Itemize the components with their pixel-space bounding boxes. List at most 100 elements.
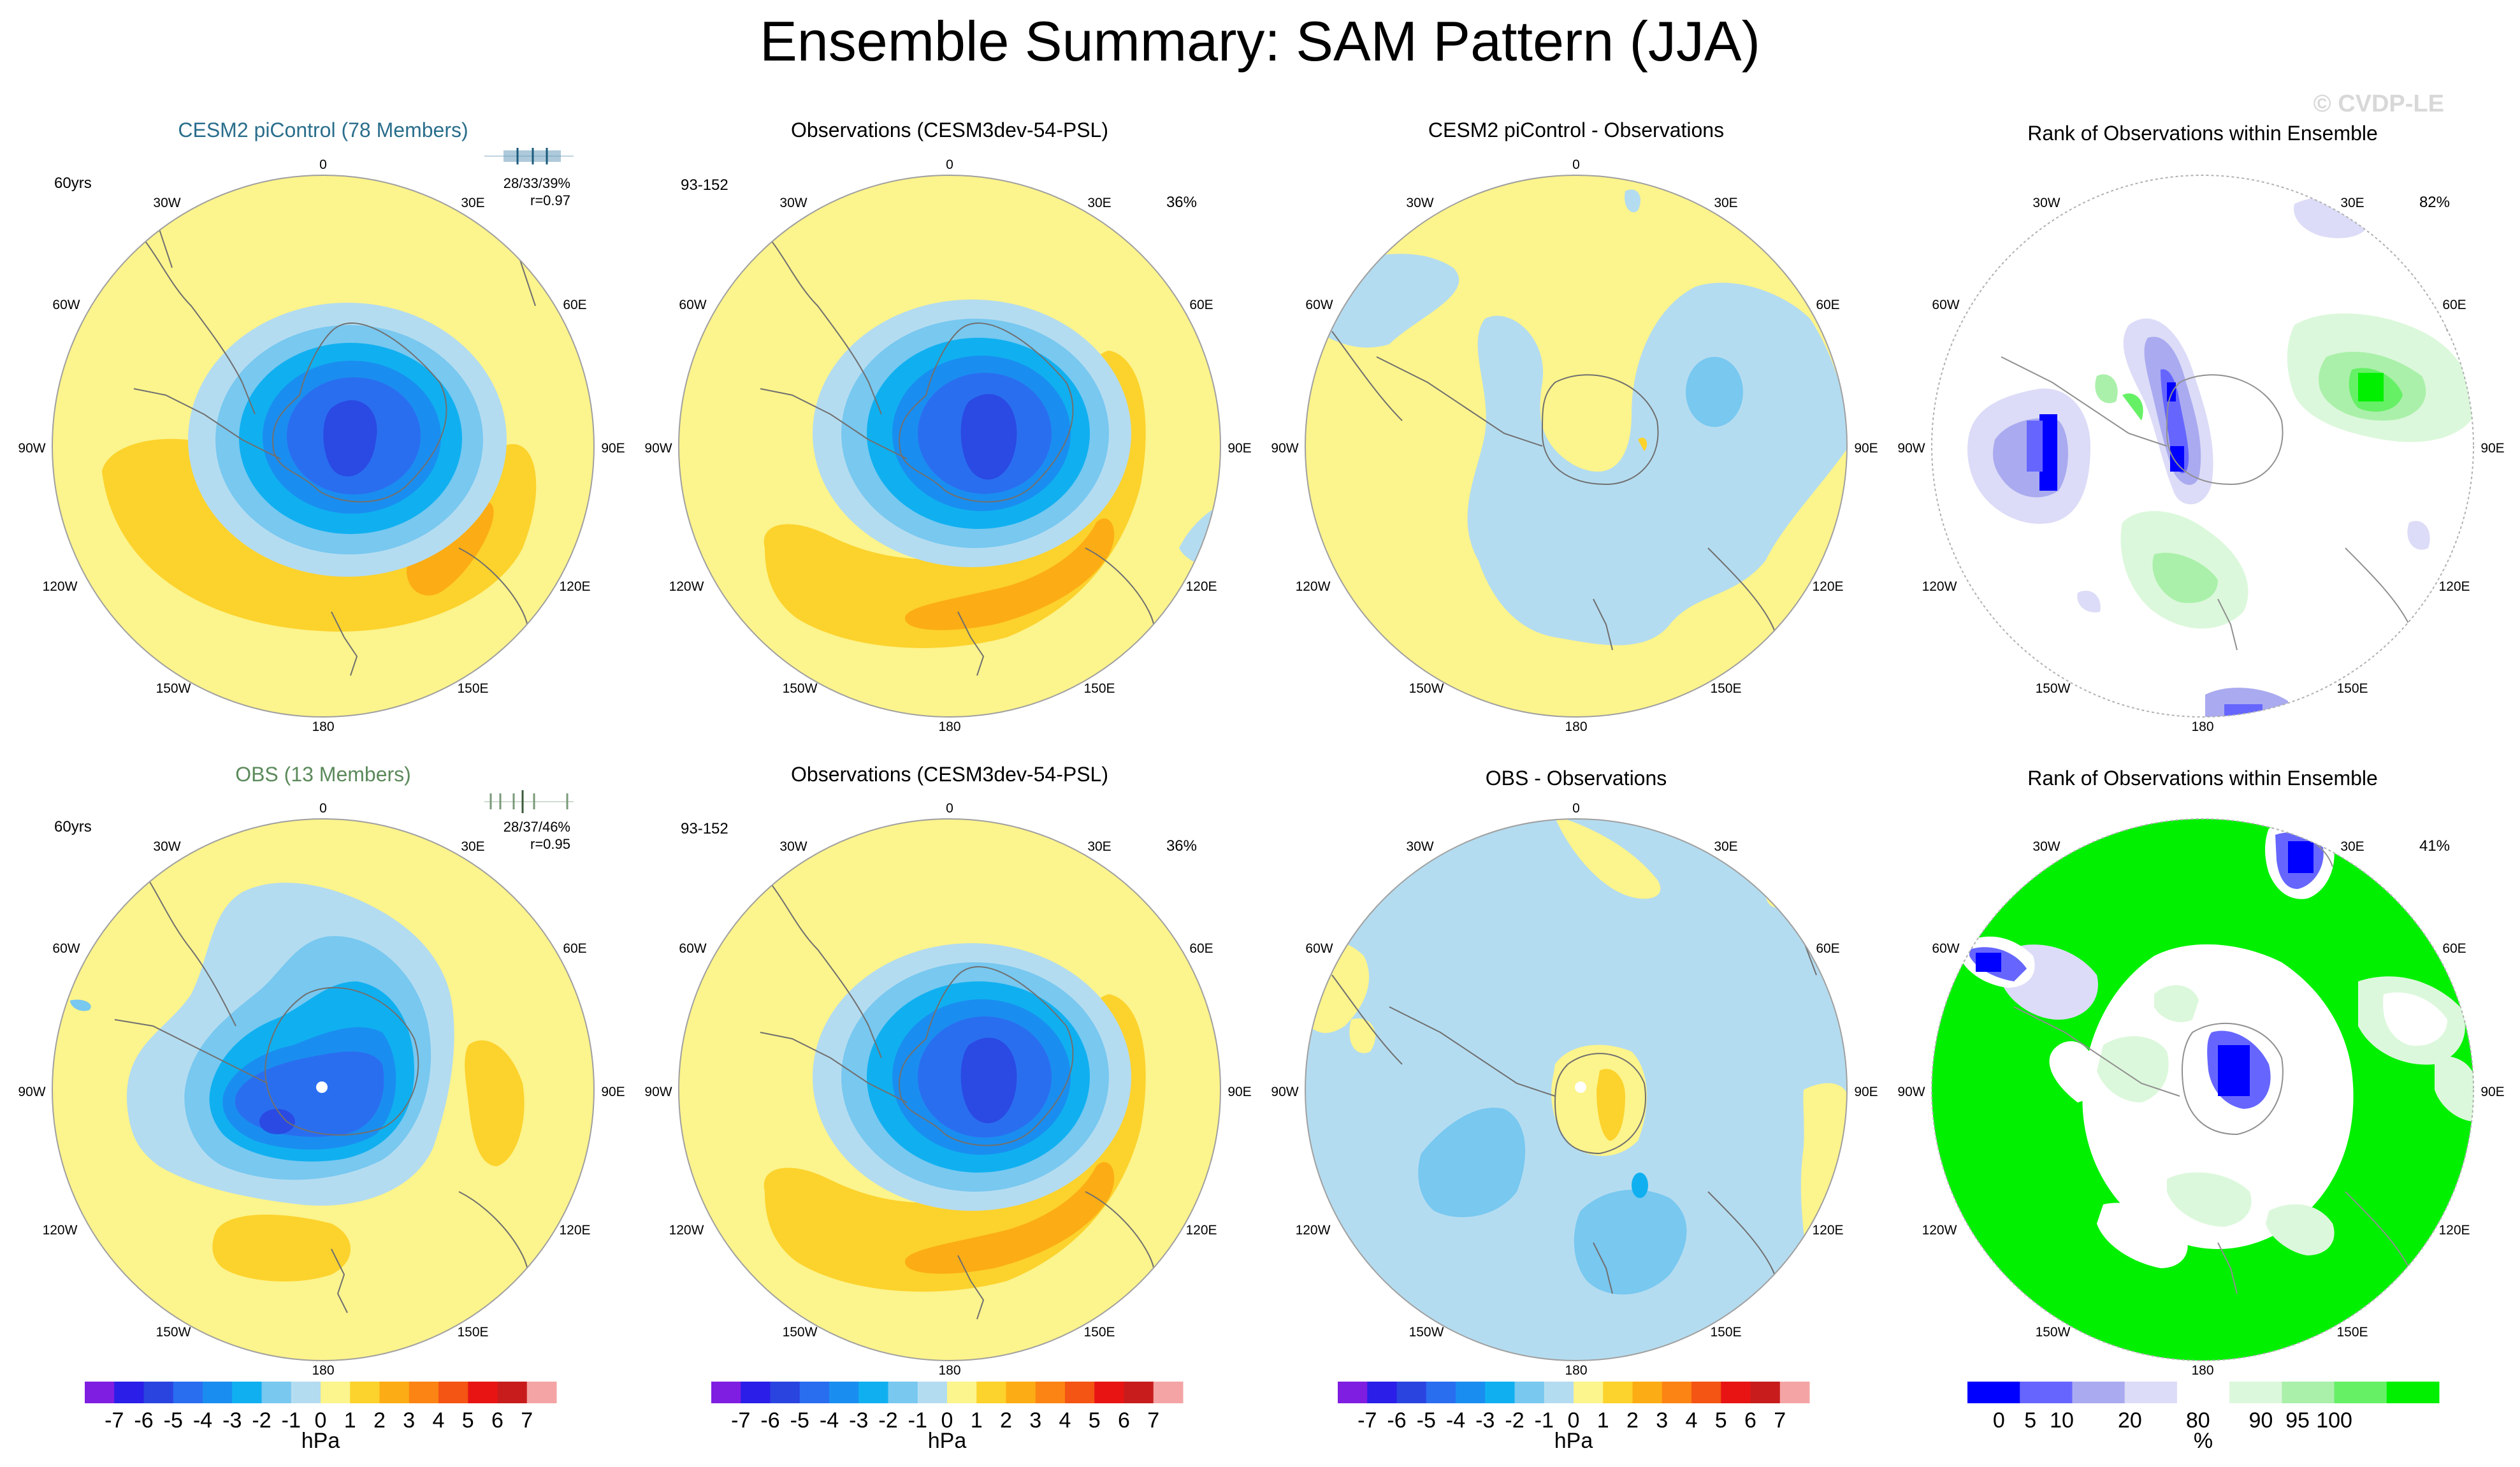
svg-text:0: 0 (319, 157, 327, 172)
colorbar-tick-label: 6 (1118, 1408, 1130, 1433)
svg-text:150E: 150E (1710, 681, 1741, 696)
svg-text:90W: 90W (1271, 441, 1298, 456)
colorbar-swatch (497, 1382, 528, 1403)
colorbar-swatch (379, 1382, 410, 1403)
rank-pct-label: 82% (2419, 194, 2450, 211)
svg-text:150W: 150W (156, 1325, 191, 1340)
colorbar-tick-label: 7 (521, 1408, 533, 1433)
colorbar-tick-label: -1 (282, 1408, 301, 1433)
colorbar-swatch (1632, 1382, 1663, 1403)
colorbar-swatch (1544, 1382, 1574, 1403)
map-fill (679, 819, 1220, 1361)
colorbar-swatch (1153, 1382, 1184, 1403)
colorbar-swatch (888, 1382, 918, 1403)
colorbar-swatch (1094, 1382, 1124, 1403)
svg-text:150W: 150W (2036, 1325, 2071, 1340)
svg-text:150W: 150W (1409, 681, 1444, 696)
period-label: 60yrs (54, 818, 92, 835)
panel-title: Rank of Observations within Ensemble (2027, 767, 2378, 790)
colorbar-swatch (2020, 1382, 2073, 1403)
colorbar-swatch (438, 1382, 468, 1403)
colorbar-tick-label: 4 (1686, 1408, 1698, 1433)
colorbar-tick-label: 7 (1774, 1408, 1786, 1433)
colorbar-tick-label: 2 (1626, 1408, 1639, 1433)
svg-text:30W: 30W (779, 196, 807, 210)
colorbar-swatch (2282, 1382, 2335, 1403)
svg-text:150E: 150E (2336, 681, 2368, 696)
period-label: 60yrs (54, 175, 92, 192)
colorbar-tick-label: -7 (1358, 1408, 1377, 1433)
svg-text:0: 0 (946, 801, 953, 816)
map-fill (1305, 175, 1847, 717)
colorbar-swatch (203, 1382, 233, 1403)
longitude-labels: 0 30E 60E 90E 120E 150E 180 150W 120W 90… (18, 157, 625, 734)
colorbar-swatch (1124, 1382, 1154, 1403)
period-label: 93-152 (681, 177, 728, 194)
ensemble-ticks (484, 148, 574, 164)
colorbar-tick-label: -6 (760, 1408, 779, 1433)
colorbar-swatch (1779, 1382, 1810, 1403)
svg-text:120W: 120W (43, 579, 78, 594)
colorbar-tick-label: -1 (1535, 1408, 1554, 1433)
colorbar-tick-label: 0 (315, 1408, 327, 1433)
svg-text:90E: 90E (1854, 441, 1878, 456)
svg-text:180: 180 (2191, 719, 2213, 734)
svg-text:90W: 90W (1897, 441, 1925, 456)
colorbar-tick-label: 3 (1029, 1408, 1041, 1433)
panel-difference-2: OBS - Observations 0 30E 6 (1271, 767, 1878, 1378)
svg-text:150E: 150E (457, 681, 488, 696)
panel-obs-13-members: OBS (13 Members) 60yrs 28/37/46% r=0.95 (18, 763, 625, 1378)
colorbar-swatch (468, 1382, 498, 1403)
svg-text:60W: 60W (1305, 941, 1333, 956)
panel-title: OBS - Observations (1486, 767, 1667, 790)
colorbar-tick-label: 3 (403, 1408, 415, 1433)
colorbar-tick-label: 6 (1744, 1408, 1756, 1433)
svg-text:120E: 120E (1812, 1223, 1843, 1238)
colorbar-tick-label: 0 (941, 1408, 953, 1433)
colorbar-tick-label: 100 (2316, 1408, 2352, 1433)
colorbar-swatch (1456, 1382, 1486, 1403)
svg-text:180: 180 (1565, 1363, 1587, 1378)
colorbar-tick-label: -2 (878, 1408, 897, 1433)
colorbar-swatch (1006, 1382, 1036, 1403)
svg-text:60E: 60E (2442, 941, 2466, 956)
colorbar-swatch (2124, 1382, 2178, 1403)
panel-cesm2-picontrol: CESM2 piControl (78 Members) 60yrs 28/33… (18, 119, 625, 734)
colorbar-swatch (114, 1382, 144, 1403)
svg-text:60E: 60E (563, 298, 586, 312)
colorbar-swatch (799, 1382, 830, 1403)
svg-text:60E: 60E (1816, 941, 1839, 956)
colorbar-tick-label: -3 (1475, 1408, 1495, 1433)
rank-colorbar: 0 5 10 20 80 90 95 100% (1967, 1382, 2440, 1453)
colorbar-tick-label: -2 (252, 1408, 271, 1433)
watermark: © CVDP-LE (2314, 90, 2444, 117)
svg-text:30E: 30E (2340, 839, 2364, 854)
svg-text:90W: 90W (18, 1085, 45, 1099)
colorbar-tick-label: 0 (1568, 1408, 1580, 1433)
svg-text:0: 0 (1572, 157, 1580, 172)
colorbar-swatch (1967, 1382, 2020, 1403)
svg-text:180: 180 (312, 1363, 334, 1378)
colorbar-unit-label: hPa (301, 1429, 340, 1453)
svg-text:120E: 120E (1185, 1223, 1217, 1238)
colorbar-swatch (232, 1382, 262, 1403)
panel-title: Observations (CESM3dev-54-PSL) (791, 119, 1108, 141)
colorbar-tick-label: 5 (1089, 1408, 1101, 1433)
colorbar-swatch (917, 1382, 948, 1403)
svg-text:30E: 30E (1714, 839, 1737, 854)
colorbar-swatch (2176, 1382, 2230, 1403)
colorbar-swatch (85, 1382, 115, 1403)
panel-rank-2: Rank of Observations within Ensemble 41% (1897, 767, 2504, 1378)
svg-text:150W: 150W (1409, 1325, 1444, 1340)
colorbar-swatch (1574, 1382, 1604, 1403)
svg-text:120E: 120E (559, 579, 590, 594)
psl-colorbar: -7 -6 -5 -4 -3 -2 -1 0 1 2 3 4 5 6 7 hPa (711, 1382, 1184, 1453)
svg-text:150E: 150E (1710, 1325, 1741, 1340)
svg-text:90E: 90E (2480, 441, 2504, 456)
panel-difference-1: CESM2 piControl - Observations 0 30E 60E… (1271, 119, 1878, 734)
longitude-labels: 30E 60E 90E 120E 150E 180 150W 120W 90W … (1897, 839, 2504, 1378)
colorbar-tick-label: -2 (1505, 1408, 1524, 1433)
panel-title: OBS (13 Members) (235, 763, 411, 786)
colorbar-swatch (2386, 1382, 2440, 1403)
